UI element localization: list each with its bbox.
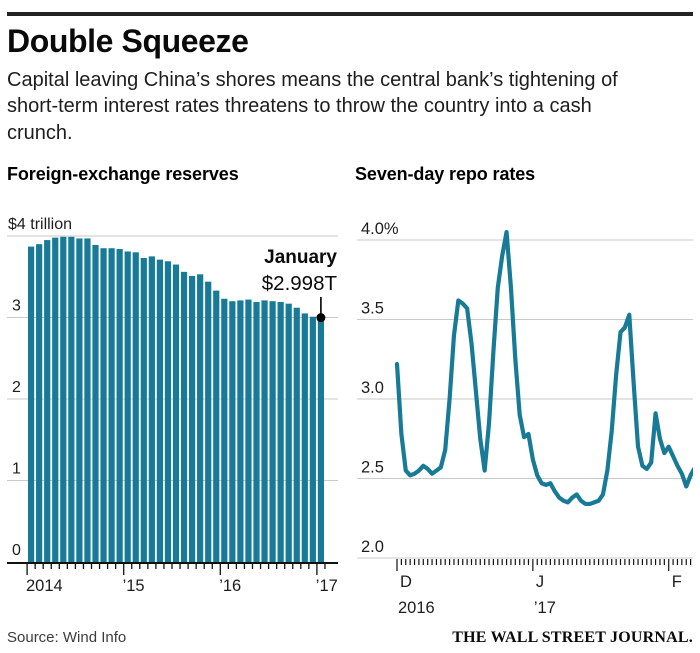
y-tick-label: 0 <box>12 542 21 559</box>
x-tick-sublabel: ’17 <box>534 599 556 617</box>
x-tick-sublabel: 2016 <box>398 599 435 617</box>
bar <box>197 274 204 563</box>
bar <box>261 300 268 563</box>
bar <box>52 238 59 563</box>
bar <box>180 272 188 563</box>
top-rule <box>7 12 693 16</box>
bar <box>309 317 316 563</box>
bar <box>60 237 67 563</box>
repo-rates-line-chart: 4.0% 3.5 3.0 2.5 2.0 D 2016 J ’17 F <box>357 220 693 617</box>
page-subtitle: Capital leaving China’s shores means the… <box>7 68 618 144</box>
x-tick-label: ’16 <box>219 577 241 595</box>
bar <box>253 302 260 563</box>
fx-reserves-bar-chart: $4 trillion 3 2 1 0 2014 ’15 ’16 ’17 January $2.99… <box>7 216 338 595</box>
bar <box>148 256 155 563</box>
charts-row: Foreign-exchange reserves $4 trillion 3 2 1… <box>7 164 693 621</box>
bar <box>189 276 196 563</box>
bar <box>84 238 91 563</box>
source-note: Source: Wind Info <box>7 629 127 646</box>
y-tick-label: 3 <box>12 298 21 315</box>
wsj-credit: THE WALL STREET JOURNAL. <box>452 629 693 646</box>
bar <box>269 301 276 563</box>
y-tick-label: 3.0 <box>361 379 384 397</box>
bar <box>156 260 163 563</box>
bar <box>317 318 324 563</box>
annotation-month-label: January <box>264 247 337 268</box>
bar <box>100 248 107 563</box>
fx-reserves-panel: Foreign-exchange reserves $4 trillion 3 2 1… <box>7 164 345 621</box>
repo-rate-line <box>394 230 693 507</box>
footer: Source: Wind Info THE WALL STREET JOURNA… <box>7 629 693 647</box>
bar <box>285 304 292 563</box>
bar <box>293 308 300 563</box>
bar <box>229 301 236 563</box>
y-tick-label: 4.0% <box>361 220 399 238</box>
x-tick-label: D <box>400 573 412 591</box>
bar <box>76 238 83 563</box>
bar <box>124 251 131 563</box>
y-tick-label: 1 <box>12 461 21 478</box>
bar <box>221 299 228 563</box>
fx-chart-title: Foreign-exchange reserves <box>7 164 239 185</box>
bar <box>132 252 139 563</box>
annotation-value-label: $2.998T <box>262 272 338 295</box>
y-tick-label: 2 <box>12 379 21 396</box>
bar <box>301 313 308 563</box>
y-tick-label: 2.0 <box>361 538 384 556</box>
bar <box>277 302 284 563</box>
bar <box>213 290 220 563</box>
y-tick-label: $4 trillion <box>8 216 72 233</box>
annotation-dot <box>316 313 326 323</box>
bar <box>68 237 75 563</box>
repo-rates-panel: Seven-day repo rates 4.0% 3.5 3.0 2.5 2.0 D 20… <box>355 164 693 621</box>
bar <box>172 264 180 563</box>
y-tick-label: 2.5 <box>361 459 384 477</box>
x-tick-label: ’15 <box>123 577 145 595</box>
bar <box>205 282 212 563</box>
bar <box>237 300 244 563</box>
bar <box>245 299 252 563</box>
y-tick-label: 3.5 <box>361 300 384 318</box>
bar <box>108 248 115 563</box>
bar <box>36 244 43 563</box>
bar <box>164 261 172 563</box>
page-title: Double Squeeze <box>7 23 249 59</box>
x-tick-label: 2014 <box>26 577 63 595</box>
bar <box>116 249 123 563</box>
x-tick-label: J <box>536 573 544 591</box>
x-tick-label: F <box>672 573 682 591</box>
repo-chart-title: Seven-day repo rates <box>355 164 536 185</box>
bar <box>92 245 99 563</box>
x-tick-label: ’17 <box>316 577 338 595</box>
bar <box>28 246 35 563</box>
bar <box>44 240 51 563</box>
bar <box>140 258 147 563</box>
